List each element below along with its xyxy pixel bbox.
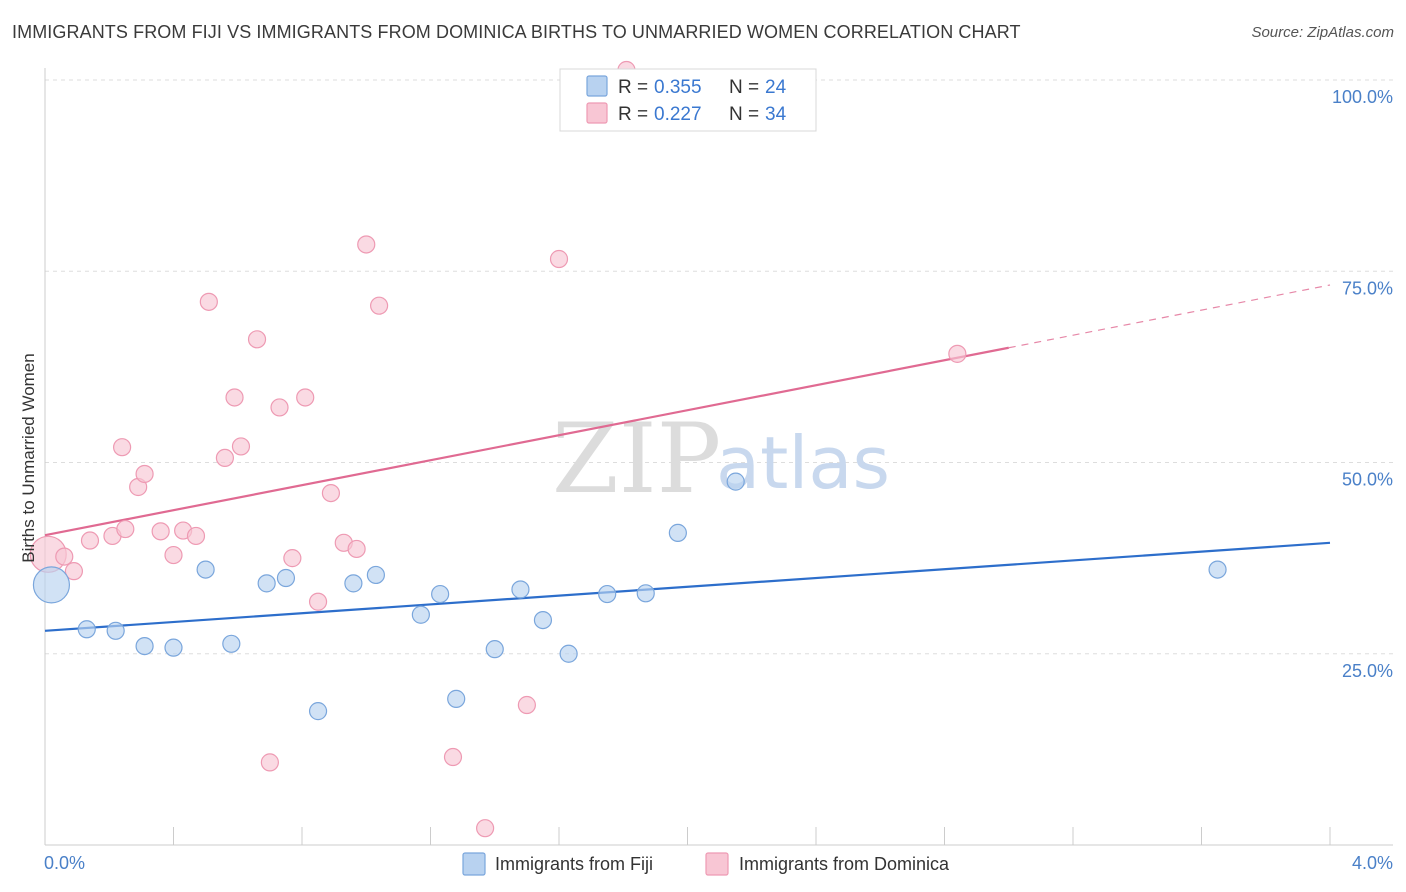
point-fiji-2 <box>106 621 125 640</box>
point-fiji-5 <box>196 560 215 579</box>
legend-swatch-dominica <box>586 102 608 124</box>
legend-r-label-dominica: R = <box>618 104 648 125</box>
point-fiji-7 <box>257 574 276 593</box>
point-fiji-23 <box>1208 560 1227 579</box>
point-fiji-9 <box>308 702 328 721</box>
trend-lines <box>44 284 1331 632</box>
stats-legend: R = 0.355 N = 24 R = 0.227 N = 34 <box>559 68 817 132</box>
point-dominica-26 <box>357 235 376 254</box>
chart-title: IMMIGRANTS FROM FIJI VS IMMIGRANTS FROM … <box>12 22 1021 42</box>
y-tick-labels: 25.0% 50.0% 75.0% 100.0% <box>1332 87 1393 681</box>
point-fiji-12 <box>411 605 430 624</box>
legend-r-value-dominica: 0.227 <box>654 104 702 125</box>
legend-n-value-fiji: 24 <box>765 77 787 98</box>
axes <box>44 68 1393 846</box>
point-dominica-18 <box>260 753 279 772</box>
point-dominica-29 <box>476 819 495 838</box>
y-tick-label-25: 25.0% <box>1342 661 1393 681</box>
point-dominica-20 <box>283 549 302 568</box>
point-fiji-19 <box>598 584 617 604</box>
y-tick-label-75: 75.0% <box>1342 278 1393 298</box>
watermark-zip: ZIP <box>552 403 721 515</box>
gridlines <box>45 79 1393 655</box>
point-dominica-23 <box>321 484 341 503</box>
point-dominica-5 <box>116 519 135 539</box>
point-fiji-16 <box>511 580 530 599</box>
point-dominica-16 <box>231 437 251 456</box>
point-dominica-27 <box>370 296 389 315</box>
point-dominica-17 <box>247 330 267 349</box>
trend-line-dominica <box>44 346 1009 537</box>
point-fiji-8 <box>276 568 296 588</box>
point-dominica-12 <box>186 526 206 546</box>
point-fiji-11 <box>366 565 385 585</box>
point-fiji-13 <box>431 584 450 604</box>
x-tick-label-min: 0.0% <box>44 853 85 873</box>
point-fiji-15 <box>485 640 504 659</box>
series-legend-swatch-dominica <box>705 852 729 876</box>
trend-line-dominica-extension <box>1008 284 1331 349</box>
watermark: ZIP atlas <box>552 403 890 515</box>
point-fiji-4 <box>164 638 183 657</box>
y-tick-label-100: 100.0% <box>1332 87 1393 107</box>
point-dominica-25 <box>347 539 366 559</box>
series-legend: Immigrants from Fiji Immigrants from Dom… <box>462 852 950 876</box>
point-dominica-8 <box>135 464 154 484</box>
point-dominica-28 <box>443 747 463 767</box>
point-fiji-10 <box>344 574 363 593</box>
point-fiji-18 <box>559 644 578 663</box>
point-fiji-0 <box>32 566 71 604</box>
point-dominica-1 <box>55 547 74 566</box>
point-fiji-22 <box>726 472 745 491</box>
legend-n-value-dominica: 34 <box>765 104 787 125</box>
point-fiji-14 <box>447 689 466 708</box>
legend-swatch-fiji <box>586 75 608 97</box>
legend-n-label-fiji: N = <box>729 77 759 98</box>
point-dominica-31 <box>549 249 569 269</box>
point-dominica-21 <box>296 388 315 407</box>
point-fiji-1 <box>77 620 96 639</box>
series-legend-label-fiji: Immigrants from Fiji <box>495 854 653 874</box>
legend-r-label-fiji: R = <box>618 77 648 98</box>
point-dominica-14 <box>215 448 234 468</box>
point-dominica-10 <box>164 545 183 565</box>
point-dominica-2 <box>64 562 84 581</box>
series-legend-label-dominica: Immigrants from Dominica <box>739 854 950 874</box>
point-dominica-33 <box>948 344 967 363</box>
watermark-atlas: atlas <box>716 421 890 505</box>
point-dominica-30 <box>517 695 536 715</box>
point-fiji-6 <box>222 634 241 653</box>
point-fiji-3 <box>135 636 154 656</box>
y-tick-label-50: 50.0% <box>1342 470 1393 490</box>
x-tick-label-max: 4.0% <box>1352 853 1393 873</box>
point-fiji-17 <box>533 610 553 630</box>
legend-r-value-fiji: 0.355 <box>654 77 702 98</box>
point-fiji-21 <box>668 523 687 542</box>
point-fiji-20 <box>636 584 655 603</box>
chart-source: Source: ZipAtlas.com <box>1251 24 1394 41</box>
legend-n-label-dominica: N = <box>729 104 759 125</box>
point-dominica-19 <box>270 398 289 417</box>
series-legend-swatch-fiji <box>462 852 486 876</box>
point-dominica-9 <box>151 522 170 541</box>
trend-line-fiji <box>44 541 1331 632</box>
y-axis-label: Births to Unmarried Women <box>19 353 38 562</box>
point-dominica-22 <box>308 592 328 611</box>
point-dominica-15 <box>225 388 244 407</box>
point-dominica-6 <box>112 438 132 457</box>
point-dominica-13 <box>199 292 218 311</box>
point-dominica-3 <box>80 531 100 550</box>
